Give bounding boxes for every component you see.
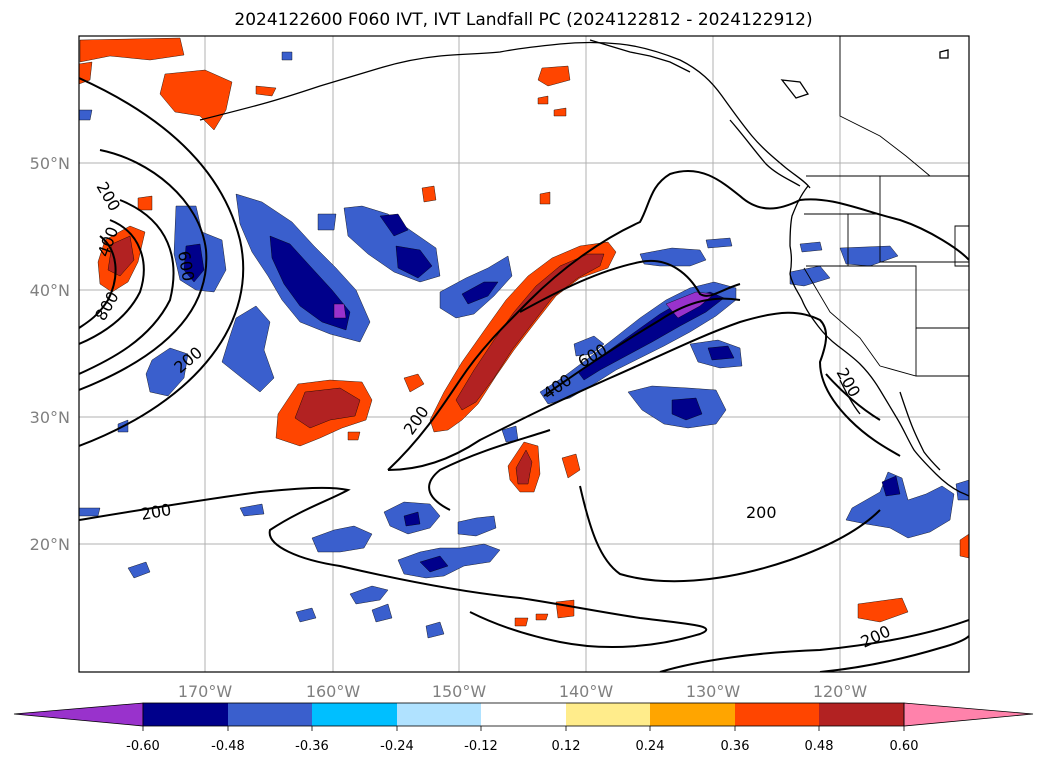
colorbar-segment xyxy=(735,703,819,726)
gridlines xyxy=(79,36,969,672)
pos-region xyxy=(137,195,153,211)
lat-label-30: 30°N xyxy=(30,408,70,427)
colorbar-segment xyxy=(312,703,397,726)
neg-region xyxy=(577,291,725,381)
neg-region xyxy=(881,475,901,497)
neg-region xyxy=(419,555,449,573)
pc-shading xyxy=(79,37,969,639)
ivt-contours xyxy=(79,77,969,672)
colorbar-tick: -0.12 xyxy=(464,739,498,754)
neg-region xyxy=(349,585,389,605)
colorbar-tick: 0.24 xyxy=(636,739,665,754)
lat-label-40: 40°N xyxy=(30,281,70,300)
neg-region xyxy=(295,607,317,623)
colorbar-tick: 0.36 xyxy=(721,739,750,754)
neg-region xyxy=(461,281,499,305)
lon-label-170w: 170°W xyxy=(178,682,233,701)
lon-label-140w: 140°W xyxy=(559,682,614,701)
neg-region xyxy=(799,241,823,253)
pos-region xyxy=(555,599,575,619)
pos-region xyxy=(553,107,567,117)
map-frame xyxy=(78,35,970,673)
neg-region xyxy=(269,235,351,331)
lat-label-20: 20°N xyxy=(30,535,70,554)
pos-region xyxy=(561,453,581,479)
neg-region xyxy=(671,397,703,421)
pos-region xyxy=(455,253,605,411)
neg-region xyxy=(845,471,955,539)
neg-region xyxy=(425,621,445,639)
pos-region xyxy=(537,65,571,87)
neg-region xyxy=(839,245,899,267)
pos-region xyxy=(79,37,185,63)
lon-label-130w: 130°W xyxy=(686,682,741,701)
colorbar-tick: -0.24 xyxy=(380,739,414,754)
colorbar-tick: -0.36 xyxy=(295,739,329,754)
neg-region xyxy=(127,561,151,579)
neg-region xyxy=(145,347,189,397)
colorbar-segment xyxy=(397,703,481,726)
colorbar-segment xyxy=(143,703,228,726)
latitude-labels: 50°N 40°N 30°N 20°N xyxy=(30,154,70,554)
longitude-labels: 170°W 160°W 150°W 140°W 130°W 120°W xyxy=(178,682,868,701)
colorbar-tick: -0.48 xyxy=(211,739,245,754)
colorbar-segment xyxy=(819,703,904,726)
neg-region xyxy=(707,345,735,361)
lon-label-120w: 120°W xyxy=(813,682,868,701)
pos-region xyxy=(255,85,277,97)
neg-region xyxy=(281,51,293,61)
neg-region xyxy=(183,243,205,283)
pos-region xyxy=(539,191,551,205)
pos-region xyxy=(857,597,909,623)
colorbar-tick: 0.12 xyxy=(552,739,581,754)
pos-region xyxy=(959,533,969,559)
colorbar-tick: 0.48 xyxy=(805,739,834,754)
coastlines xyxy=(199,39,969,497)
neg-region xyxy=(79,507,101,517)
neg-region xyxy=(395,245,433,279)
colorbar-segment xyxy=(481,703,566,726)
colorbar-extend-high xyxy=(903,702,1034,727)
neg-region xyxy=(79,109,93,121)
colorbar-extend-low xyxy=(13,702,144,727)
neg-region xyxy=(221,305,275,393)
neg-region xyxy=(573,335,605,357)
political-borders xyxy=(803,36,969,377)
neg-region xyxy=(333,303,347,319)
pos-region xyxy=(294,387,361,429)
pos-region xyxy=(515,449,533,485)
colorbar-segment xyxy=(228,703,312,726)
neg-region xyxy=(403,511,421,527)
contour-label: 200 xyxy=(746,503,777,522)
colorbar-segment xyxy=(650,703,735,726)
neg-region xyxy=(457,515,497,537)
pos-region xyxy=(537,95,549,105)
neg-region xyxy=(317,213,337,231)
colorbar-segment xyxy=(566,703,650,726)
map-title: 2024122600 F060 IVT, IVT Landfall PC (20… xyxy=(234,10,813,30)
neg-region xyxy=(371,603,393,623)
neg-region xyxy=(705,237,733,249)
pos-region xyxy=(514,617,529,627)
neg-region xyxy=(239,503,265,517)
pos-region xyxy=(159,69,233,131)
pos-region xyxy=(535,613,549,621)
colorbar: -0.60 -0.48 -0.36 -0.24 -0.12 0.12 0.24 … xyxy=(13,702,1034,754)
colorbar-tick: -0.60 xyxy=(126,739,160,754)
neg-region xyxy=(379,213,409,237)
lat-label-50: 50°N xyxy=(30,154,70,173)
pos-region xyxy=(347,431,361,441)
pos-region xyxy=(403,373,425,393)
pos-region xyxy=(421,185,437,203)
neg-region xyxy=(397,543,501,579)
neg-region xyxy=(789,265,831,287)
lon-label-150w: 150°W xyxy=(432,682,487,701)
neg-region xyxy=(311,525,373,553)
lon-label-160w: 160°W xyxy=(306,682,361,701)
colorbar-tick: 0.60 xyxy=(890,739,919,754)
